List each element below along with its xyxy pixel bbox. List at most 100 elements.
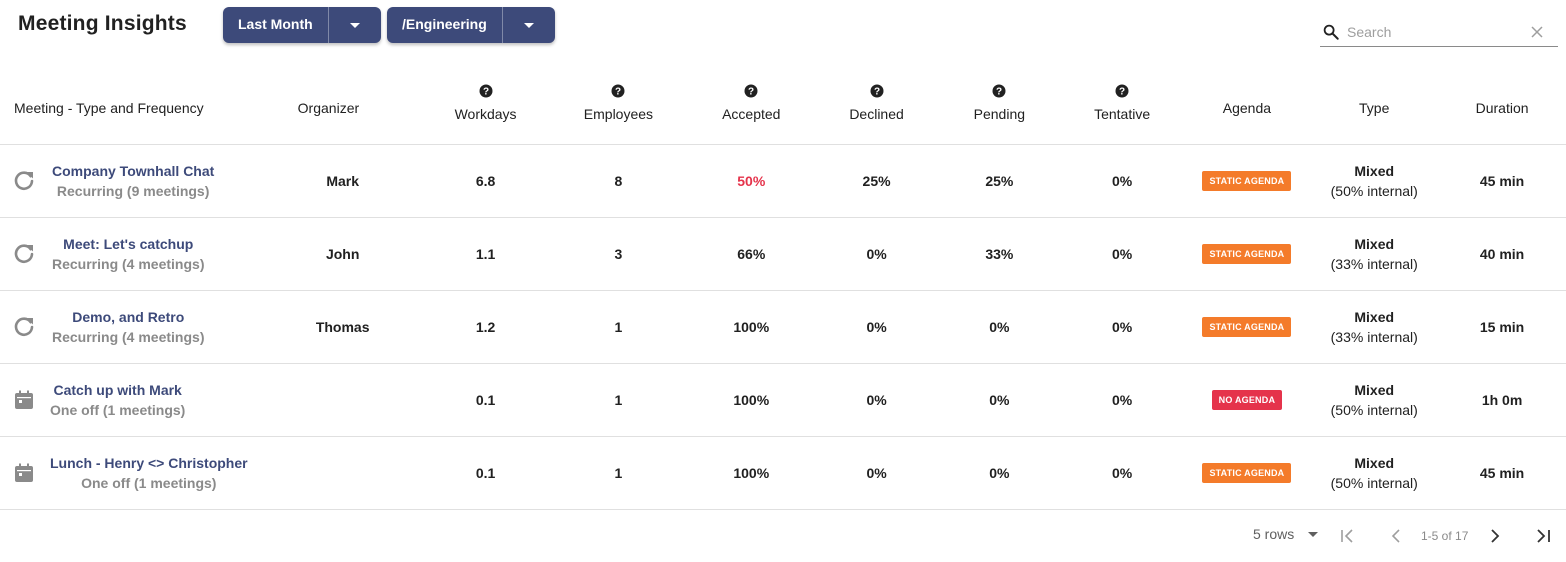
- column-header-type[interactable]: Type: [1310, 72, 1439, 145]
- workdays-cell: 6.8: [421, 144, 550, 218]
- agenda-cell: STATIC AGENDA: [1183, 217, 1311, 291]
- workdays-cell: 1.1: [421, 217, 550, 291]
- search-field[interactable]: [1320, 20, 1558, 47]
- meeting-type-detail: (33% internal): [1330, 255, 1418, 272]
- employees-cell: 3: [549, 217, 688, 291]
- declined-cell: 0%: [815, 436, 938, 510]
- meeting-cell[interactable]: Demo, and Retro Recurring (4 meetings): [0, 290, 264, 364]
- first-page-icon[interactable]: [1338, 526, 1358, 546]
- pending-cell: 0%: [937, 290, 1061, 364]
- meeting-type: Mixed: [1354, 235, 1395, 252]
- help-icon[interactable]: ?: [1115, 84, 1129, 98]
- recurring-icon: [12, 169, 36, 193]
- table-row[interactable]: Demo, and Retro Recurring (4 meetings) Tho…: [0, 290, 1566, 364]
- organizer-cell: John: [263, 217, 422, 291]
- help-icon[interactable]: ?: [479, 84, 493, 98]
- search-input[interactable]: [1347, 22, 1527, 42]
- column-header-declined[interactable]: ? Declined: [815, 72, 938, 145]
- page-header: Meeting Insights Last Month /Engineering: [0, 0, 1566, 60]
- column-header-workdays[interactable]: ? Workdays: [421, 72, 550, 145]
- chevron-down-icon[interactable]: [503, 7, 555, 43]
- meeting-type-detail: (50% internal): [1330, 474, 1418, 491]
- column-header-meeting[interactable]: Meeting - Type and Frequency: [0, 72, 264, 145]
- table-row[interactable]: Meet: Let's catchup Recurring (4 meetings…: [0, 217, 1566, 291]
- accepted-cell: 100%: [687, 363, 816, 437]
- meeting-name[interactable]: Catch up with Mark: [53, 381, 182, 398]
- meeting-type-detail: (50% internal): [1330, 401, 1418, 418]
- meeting-cell[interactable]: Lunch - Henry <> Christopher One off (1 m…: [0, 436, 264, 510]
- meeting-cell[interactable]: Catch up with Mark One off (1 meetings): [0, 363, 264, 437]
- team-filter-button[interactable]: /Engineering: [387, 7, 555, 43]
- accepted-cell: 100%: [687, 436, 816, 510]
- agenda-badge: STATIC AGENDA: [1202, 243, 1292, 264]
- svg-text:?: ?: [483, 86, 489, 97]
- help-icon[interactable]: ?: [611, 84, 625, 98]
- duration-cell: 40 min: [1438, 217, 1566, 291]
- meeting-frequency: One off (1 meetings): [50, 401, 186, 418]
- team-filter-label: /Engineering: [387, 7, 503, 43]
- help-icon[interactable]: ?: [744, 84, 758, 98]
- chevron-down-icon[interactable]: [329, 7, 381, 43]
- table-row[interactable]: Company Townhall Chat Recurring (9 meetin…: [0, 144, 1566, 218]
- close-icon[interactable]: [1529, 24, 1545, 40]
- meeting-cell[interactable]: Meet: Let's catchup Recurring (4 meetings…: [0, 217, 264, 291]
- agenda-badge: NO AGENDA: [1211, 389, 1283, 410]
- workdays-cell: 0.1: [421, 436, 550, 510]
- declined-cell: 25%: [815, 144, 938, 218]
- accepted-cell: 66%: [687, 217, 816, 291]
- accepted-value: 100%: [733, 391, 770, 408]
- meeting-name[interactable]: Demo, and Retro: [72, 308, 185, 325]
- type-cell: Mixed (50% internal): [1310, 436, 1439, 510]
- accepted-value: 50%: [737, 172, 766, 189]
- prev-page-icon[interactable]: [1386, 526, 1406, 546]
- tentative-cell: 0%: [1060, 363, 1184, 437]
- pending-cell: 0%: [937, 363, 1061, 437]
- column-header-employees[interactable]: ? Employees: [549, 72, 688, 145]
- agenda-badge: STATIC AGENDA: [1202, 316, 1292, 337]
- pagination-range: 1-5 of 17: [1421, 529, 1469, 543]
- declined-cell: 0%: [815, 290, 938, 364]
- column-header-pending[interactable]: ? Pending: [937, 72, 1061, 145]
- rows-per-page-select[interactable]: 5 rows: [1253, 526, 1319, 542]
- column-header-tentative[interactable]: ? Tentative: [1060, 72, 1184, 145]
- column-header-accepted[interactable]: ? Accepted: [687, 72, 816, 145]
- agenda-cell: STATIC AGENDA: [1183, 290, 1311, 364]
- pending-cell: 25%: [937, 144, 1061, 218]
- duration-cell: 15 min: [1438, 290, 1566, 364]
- agenda-badge: STATIC AGENDA: [1202, 170, 1292, 191]
- column-header-duration[interactable]: Duration: [1438, 72, 1566, 145]
- meeting-frequency: Recurring (4 meetings): [52, 255, 205, 272]
- column-header-organizer[interactable]: Organizer: [263, 72, 422, 145]
- accepted-value: 100%: [733, 318, 770, 335]
- meeting-name[interactable]: Meet: Let's catchup: [63, 235, 194, 252]
- meeting-type-detail: (33% internal): [1330, 328, 1418, 345]
- tentative-cell: 0%: [1060, 436, 1184, 510]
- meeting-type: Mixed: [1354, 308, 1395, 325]
- accepted-value: 100%: [733, 464, 770, 481]
- pagination-bar: 5 rows 1-5 of 17: [0, 510, 1566, 562]
- page-title: Meeting Insights: [18, 12, 187, 35]
- table-header-row: Meeting - Type and Frequency Organizer ?…: [0, 72, 1566, 145]
- next-page-icon[interactable]: [1485, 526, 1505, 546]
- recurring-icon: [12, 242, 36, 266]
- type-cell: Mixed (33% internal): [1310, 217, 1439, 291]
- accepted-cell: 50%: [687, 144, 816, 218]
- table-row[interactable]: Lunch - Henry <> Christopher One off (1 m…: [0, 436, 1566, 510]
- type-cell: Mixed (50% internal): [1310, 363, 1439, 437]
- last-page-icon[interactable]: [1533, 526, 1553, 546]
- meeting-name[interactable]: Lunch - Henry <> Christopher: [50, 454, 248, 471]
- help-icon[interactable]: ?: [870, 84, 884, 98]
- date-range-filter-button[interactable]: Last Month: [223, 7, 381, 43]
- organizer-cell: [263, 436, 422, 510]
- organizer-cell: Mark: [263, 144, 422, 218]
- date-range-label: Last Month: [223, 7, 329, 43]
- svg-text:?: ?: [996, 86, 1002, 97]
- meeting-name[interactable]: Company Townhall Chat: [52, 162, 215, 179]
- employees-cell: 8: [549, 144, 688, 218]
- column-header-agenda[interactable]: Agenda: [1183, 72, 1311, 145]
- meeting-cell[interactable]: Company Townhall Chat Recurring (9 meetin…: [0, 144, 264, 218]
- employees-cell: 1: [549, 363, 688, 437]
- help-icon[interactable]: ?: [992, 84, 1006, 98]
- tentative-cell: 0%: [1060, 290, 1184, 364]
- table-row[interactable]: Catch up with Mark One off (1 meetings) 0.…: [0, 363, 1566, 437]
